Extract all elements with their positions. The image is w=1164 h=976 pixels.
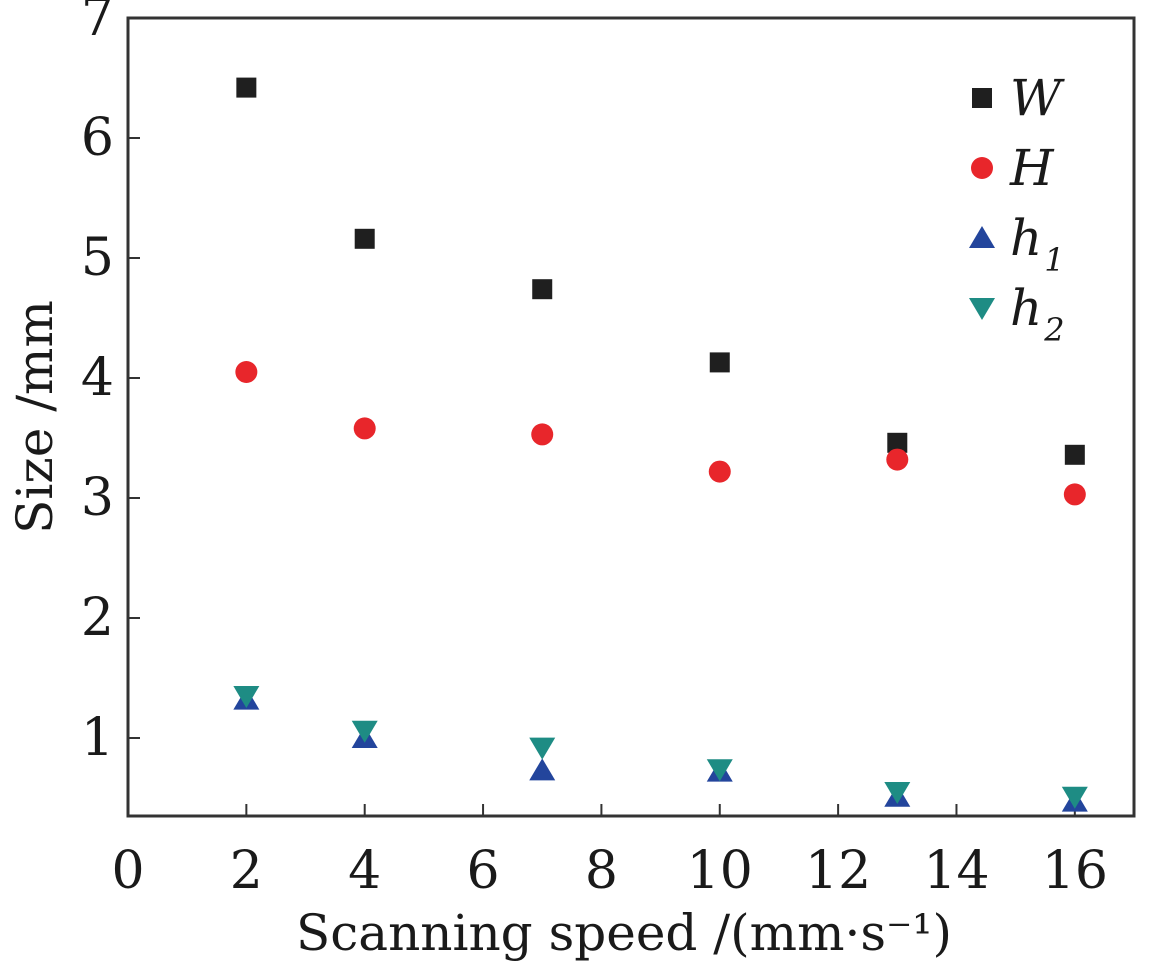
x-axis-title: Scanning speed /(mm·s⁻¹): [296, 904, 952, 962]
data-point-W: [354, 228, 375, 249]
legend-name: h: [1010, 209, 1042, 267]
data-point-h2: [884, 782, 911, 804]
x-tick-label: 16: [1042, 841, 1108, 901]
y-tick-label: 4: [81, 348, 114, 408]
plot-frame: [126, 16, 1136, 818]
y-tick-label: 1: [81, 708, 114, 768]
x-tick-label: 10: [687, 841, 753, 901]
legend-label: H: [1009, 139, 1055, 197]
legend-label: h1: [1010, 209, 1065, 279]
legend-label: h2: [1010, 279, 1065, 349]
data-point-W: [709, 352, 730, 373]
legend-label: W: [1010, 69, 1065, 127]
y-tick-label: 5: [81, 228, 114, 288]
data-point-H: [1063, 483, 1086, 506]
x-tick-label: 8: [585, 841, 618, 901]
data-point-W: [887, 432, 908, 453]
y-tick-label: 7: [81, 0, 114, 48]
data-point-W: [1064, 444, 1085, 465]
data-point-H: [886, 448, 909, 471]
data-points: [233, 77, 1088, 812]
y-tick-label: 2: [81, 588, 114, 648]
y-tick-label: 3: [81, 468, 114, 528]
y-tick-label: 6: [81, 108, 114, 168]
legend-name: W: [1010, 69, 1065, 127]
x-tick-label: 2: [230, 841, 263, 901]
legend-marker: [969, 226, 995, 248]
y-tick-labels: 1 2 3 4 5 6 7: [81, 0, 114, 768]
data-point-h2: [351, 720, 378, 743]
data-point-H: [708, 460, 731, 483]
legend-subscript: 1: [1044, 241, 1064, 279]
data-point-W: [532, 279, 553, 300]
data-point-h2: [706, 759, 733, 782]
data-point-H: [531, 423, 554, 446]
data-point-h1: [529, 758, 556, 781]
x-tick-label: 6: [467, 841, 500, 901]
data-point-h2: [233, 686, 260, 708]
data-point-H: [353, 417, 376, 440]
x-tick-label: 14: [923, 841, 989, 901]
x-tick-label: 0: [111, 841, 144, 901]
legend-marker: [972, 88, 992, 108]
legend-name: h: [1010, 279, 1042, 337]
legend-subscript: 2: [1043, 311, 1064, 349]
data-point-H: [235, 361, 258, 383]
data-point-h2: [529, 737, 556, 760]
legend-marker: [971, 157, 993, 179]
x-tick-labels: 0 2 4 6 8 10 12 14 16: [111, 841, 1107, 901]
axis-ticks: [128, 17, 1076, 816]
legend-marker: [969, 298, 995, 320]
data-point-h2: [1061, 786, 1088, 809]
y-axis-title: Size /mm: [6, 300, 64, 534]
data-point-W: [236, 77, 257, 98]
x-tick-label: 4: [348, 841, 381, 901]
x-tick-label: 12: [805, 841, 871, 901]
legend-name: H: [1009, 139, 1055, 197]
